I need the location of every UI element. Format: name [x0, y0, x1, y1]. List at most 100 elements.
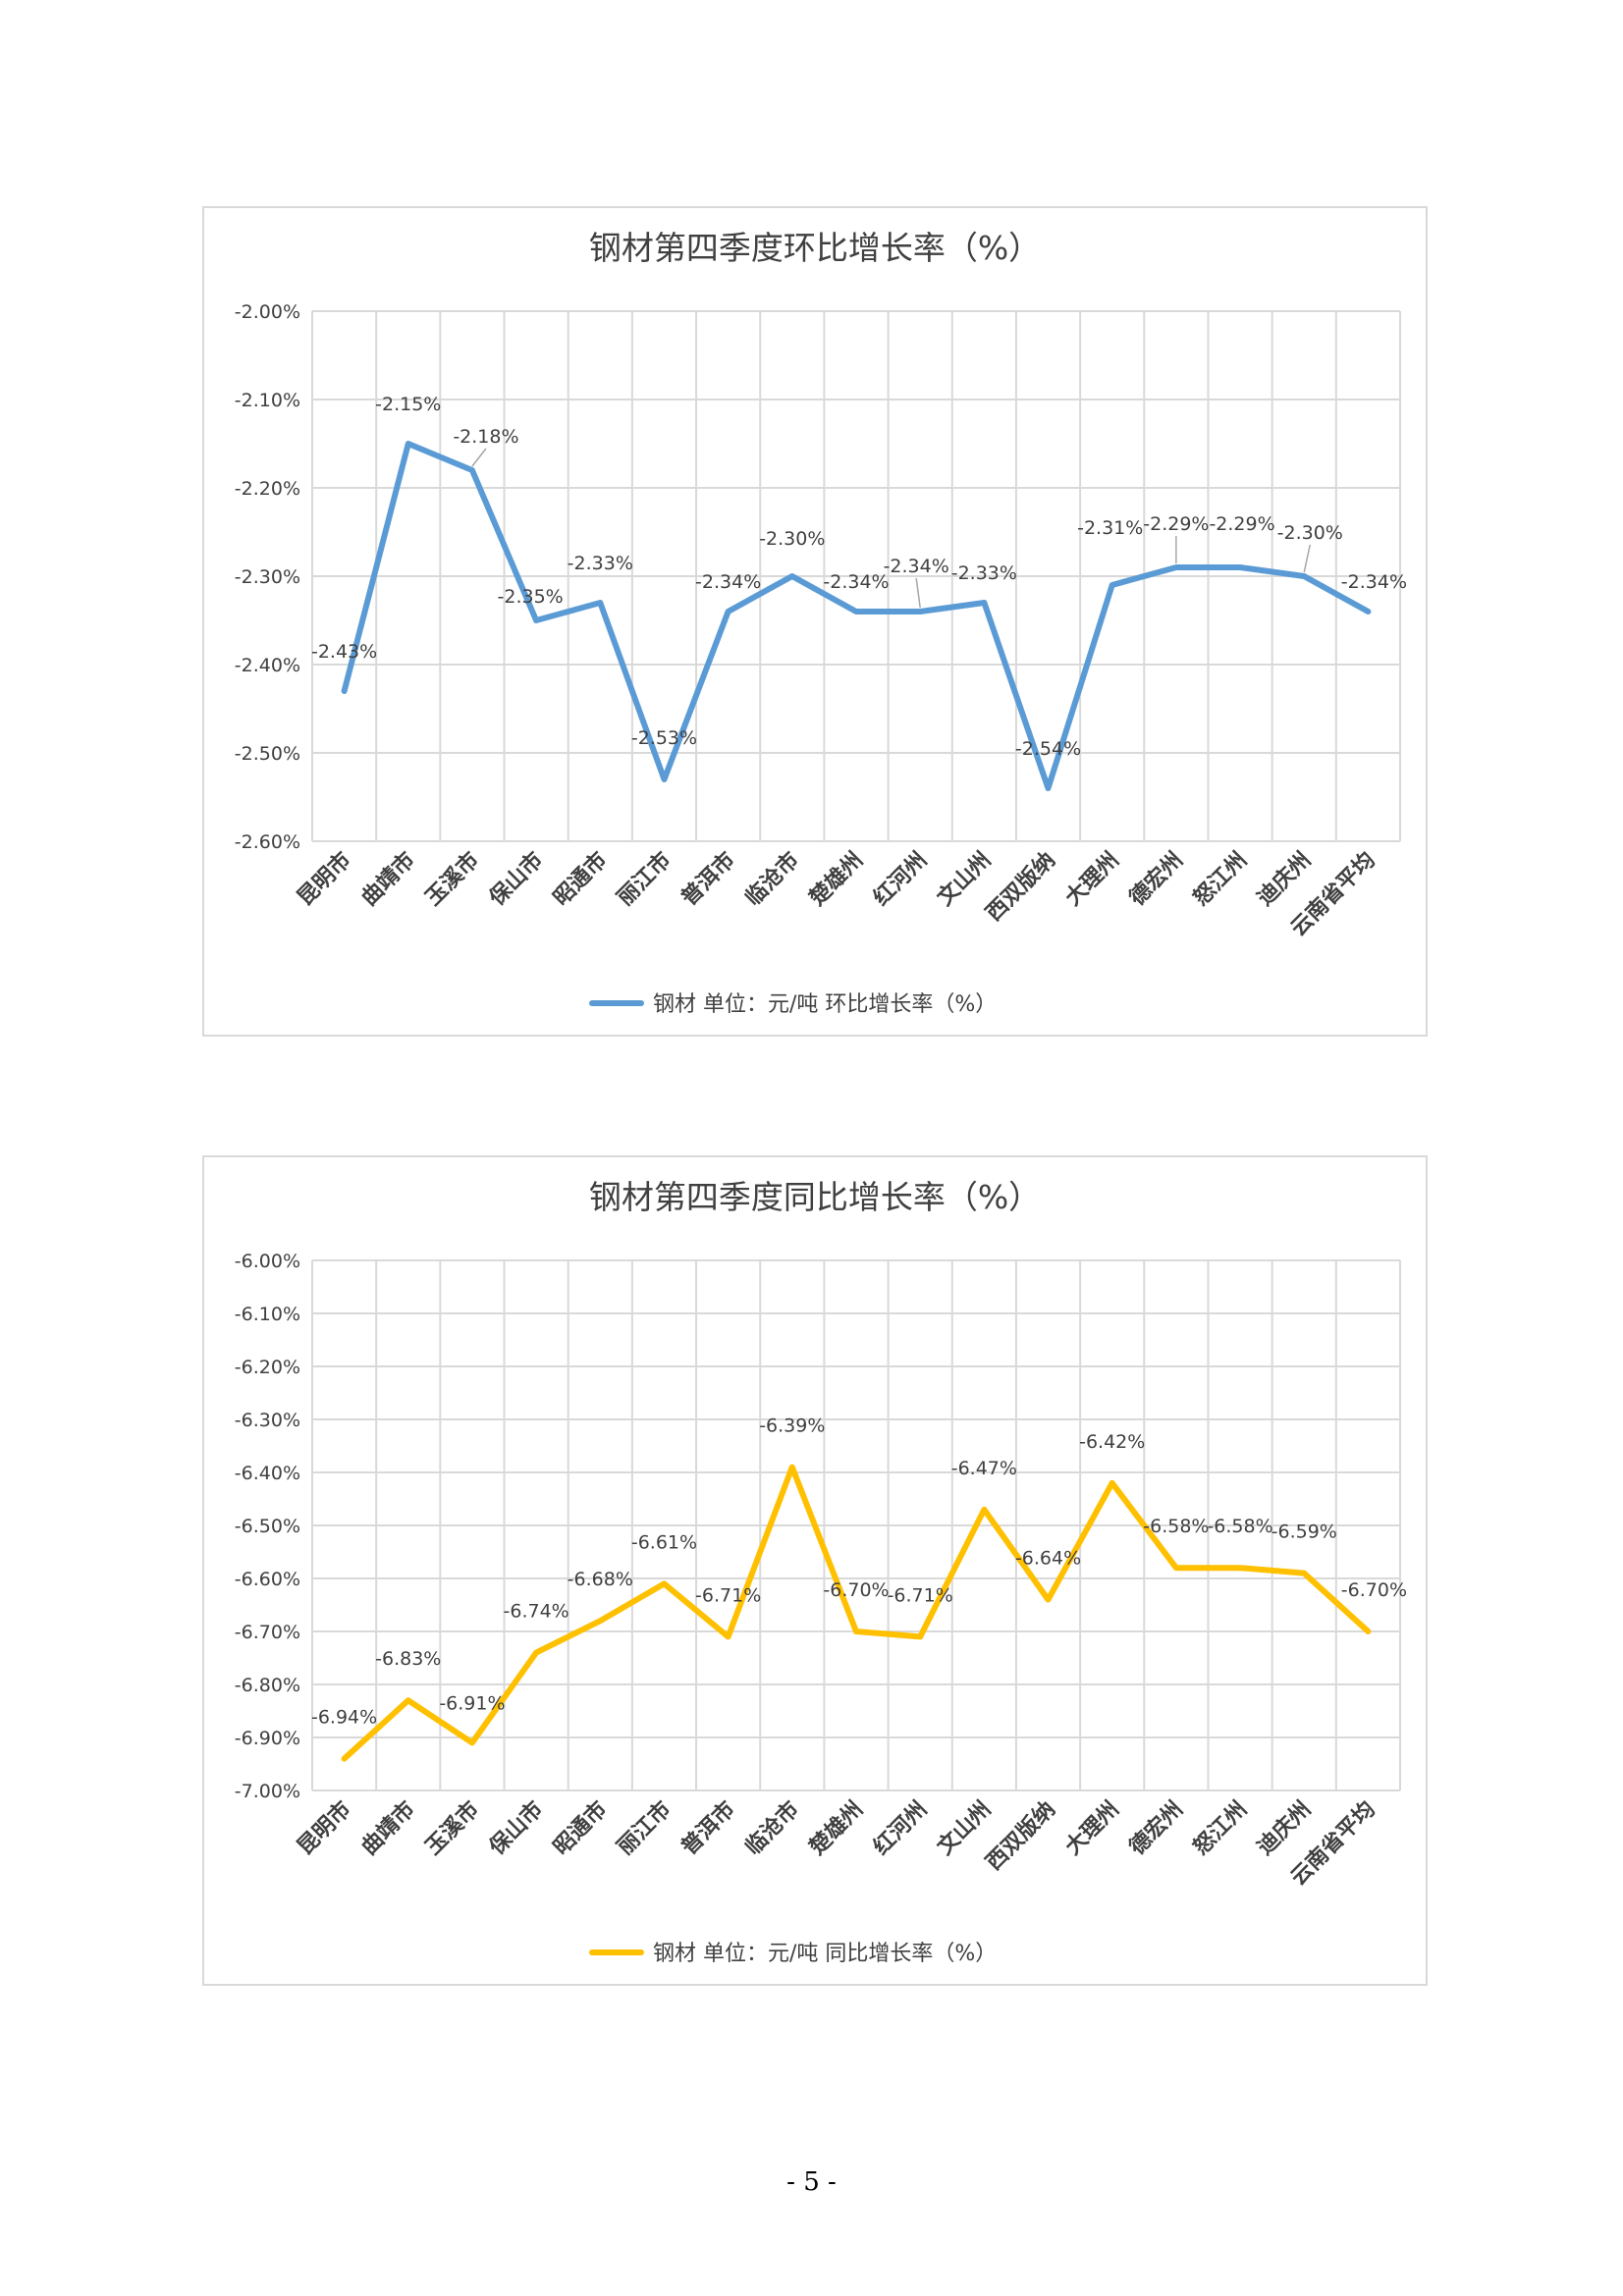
x-category-label: 楚雄州: [805, 848, 868, 911]
data-label: -6.39%: [759, 1415, 825, 1437]
data-point: [470, 468, 474, 472]
data-point: [982, 1508, 986, 1512]
data-point: [406, 1698, 410, 1702]
data-label: -2.29%: [1143, 513, 1209, 535]
qoq-growth-chart: 钢材第四季度环比增长率（%） -2.60% -2.50% -2.40% -2.30% -2…: [202, 206, 1428, 1037]
x-category-label: 迪庆州: [1252, 1796, 1316, 1860]
x-category-label: 大理州: [1061, 1797, 1124, 1860]
data-point: [598, 601, 602, 605]
data-point: [1174, 565, 1178, 569]
data-point: [1238, 1566, 1242, 1570]
x-category-label: 玉溪市: [420, 1796, 484, 1860]
data-point: [662, 1581, 666, 1585]
data-point: [1047, 786, 1051, 790]
data-label: -6.94%: [311, 1707, 377, 1729]
data-point: [727, 1634, 730, 1638]
data-point: [1366, 610, 1370, 614]
leader-line: [915, 577, 921, 609]
data-label: -6.83%: [375, 1648, 441, 1670]
data-point: [534, 1651, 538, 1655]
data-point: [1238, 565, 1242, 569]
data-label: -6.47%: [951, 1458, 1017, 1479]
y-tick-label: -6.90%: [235, 1728, 300, 1749]
x-category-label: 西双版纳: [981, 1796, 1060, 1876]
data-point: [343, 689, 347, 693]
data-point: [1302, 574, 1306, 578]
data-point: [982, 601, 986, 605]
data-label: -2.53%: [631, 727, 697, 749]
legend-label: 钢材 单位：元/吨 同比增长率（%）: [653, 1942, 997, 1966]
data-point: [790, 1466, 794, 1469]
x-category-label: 德宏州: [1124, 847, 1188, 911]
x-category-label: 红河州: [868, 847, 932, 911]
data-label: -6.68%: [568, 1569, 633, 1590]
data-label: -6.59%: [1271, 1522, 1337, 1543]
data-label: -2.34%: [1341, 571, 1407, 593]
x-category-label: 迪庆州: [1252, 847, 1316, 911]
x-category-label: 玉溪市: [420, 847, 484, 911]
data-label: -6.42%: [1079, 1431, 1145, 1453]
data-label: -6.61%: [631, 1531, 697, 1553]
y-tick-label: -7.00%: [235, 1781, 300, 1802]
data-label: -6.70%: [823, 1579, 889, 1601]
y-tick-label: -6.70%: [235, 1622, 300, 1643]
x-category-label: 临沧市: [740, 1796, 804, 1860]
y-tick-label: -2.40%: [235, 655, 300, 676]
y-tick-label: -2.60%: [235, 831, 300, 853]
x-category-label: 大理州: [1061, 848, 1124, 911]
x-category-label: 普洱市: [676, 1796, 740, 1860]
data-label: -2.18%: [453, 426, 518, 448]
y-tick-label: -6.30%: [235, 1410, 300, 1431]
data-label: -6.71%: [695, 1584, 761, 1606]
legend-label: 钢材 单位：元/吨 环比增长率（%）: [653, 992, 997, 1017]
data-point: [854, 610, 858, 614]
y-tick-label: -2.50%: [235, 743, 300, 765]
page-number: - 5 -: [786, 2167, 837, 2197]
y-tick-label: -6.80%: [235, 1675, 300, 1696]
y-tick-label: -2.30%: [235, 566, 300, 588]
data-label: -2.30%: [1277, 522, 1343, 544]
data-point: [1302, 1572, 1306, 1575]
data-point: [470, 1740, 474, 1744]
data-point: [662, 777, 666, 781]
data-label: -2.33%: [568, 553, 633, 574]
series-line: [341, 441, 1372, 791]
data-label: -6.64%: [1015, 1548, 1081, 1570]
data-point: [790, 574, 794, 578]
x-category-label: 临沧市: [740, 847, 804, 911]
x-category-label: 保山市: [484, 847, 549, 912]
data-point: [343, 1757, 347, 1761]
data-label: -6.58%: [1143, 1516, 1209, 1537]
data-label: -2.35%: [498, 586, 564, 608]
data-point: [1366, 1629, 1370, 1633]
data-point: [1110, 1481, 1114, 1485]
data-label: -6.71%: [888, 1584, 953, 1606]
x-category-label: 楚雄州: [805, 1797, 868, 1860]
x-category-label: 昆明市: [293, 847, 356, 911]
data-label: -2.34%: [695, 571, 761, 593]
data-label: -2.29%: [1209, 513, 1274, 535]
x-category-label: 文山州: [933, 847, 997, 911]
x-category-label: 怒江州: [1188, 1796, 1252, 1860]
data-point: [1174, 1566, 1178, 1570]
data-label: -2.43%: [311, 641, 377, 663]
data-label: -6.58%: [1207, 1516, 1272, 1537]
data-label: -2.30%: [759, 528, 825, 550]
x-category-label: 丽江市: [613, 1796, 676, 1860]
x-category-label: 保山市: [484, 1796, 549, 1861]
y-tick-label: -6.50%: [235, 1516, 300, 1537]
data-label: -2.34%: [884, 556, 949, 577]
data-point: [1047, 1598, 1051, 1602]
data-point: [854, 1629, 858, 1633]
data-point: [534, 618, 538, 622]
data-label: -2.33%: [951, 562, 1017, 584]
x-category-label: 红河州: [868, 1796, 932, 1860]
x-category-label: 文山州: [933, 1796, 997, 1860]
data-label: -2.34%: [823, 571, 889, 593]
leader-line: [1303, 544, 1311, 573]
chart-title: 钢材第四季度同比增长率（%）: [589, 1178, 1041, 1216]
data-label: -6.74%: [504, 1601, 569, 1623]
y-tick-label: -2.20%: [235, 478, 300, 500]
x-category-label: 德宏州: [1124, 1796, 1188, 1860]
data-point: [918, 610, 922, 614]
